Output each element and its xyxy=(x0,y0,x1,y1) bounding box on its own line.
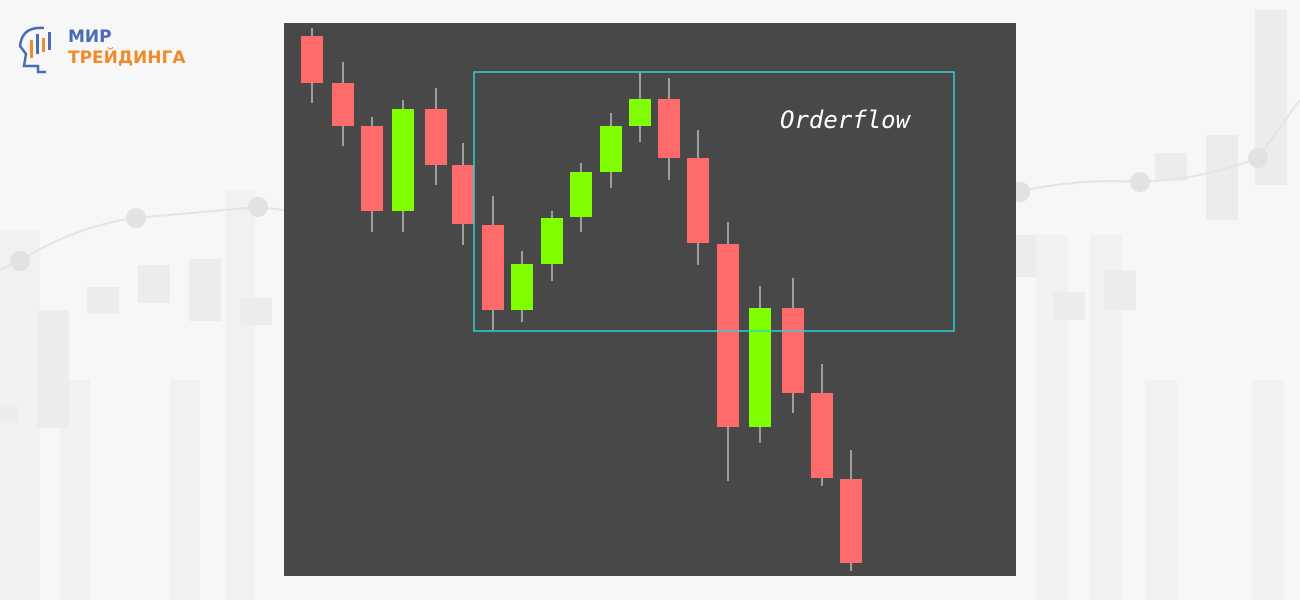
bg-column xyxy=(1145,380,1177,600)
bg-column xyxy=(225,190,255,600)
candle-body xyxy=(687,158,709,243)
candle-body xyxy=(570,172,592,217)
bg-dot xyxy=(1248,148,1268,168)
candle-body xyxy=(717,244,739,427)
candle-body xyxy=(425,109,447,165)
bg-column xyxy=(1252,380,1284,600)
candle-body xyxy=(452,165,474,224)
bg-dot xyxy=(248,197,268,217)
candle-body xyxy=(301,36,323,83)
bg-column xyxy=(170,380,200,600)
bg-dot xyxy=(126,208,146,228)
candle-body xyxy=(332,83,354,126)
logo-icon-bar xyxy=(48,32,51,50)
candles xyxy=(301,28,862,571)
logo-icon-bar xyxy=(36,34,39,54)
bg-candle xyxy=(87,287,119,314)
candle-body xyxy=(840,479,862,563)
candle-body xyxy=(482,225,504,310)
logo-icon xyxy=(18,26,46,74)
candle-body xyxy=(811,393,833,478)
candle-body xyxy=(629,99,651,126)
logo-icon-bar xyxy=(30,40,33,58)
bg-candle xyxy=(1206,135,1238,220)
logo-line1: МИР xyxy=(68,27,112,47)
bg-dot xyxy=(10,251,30,271)
bg-candle xyxy=(0,405,18,421)
candle-body xyxy=(392,109,414,211)
logo: МИР ТРЕЙДИНГА xyxy=(18,26,186,74)
bg-column xyxy=(1036,235,1068,600)
bg-candle xyxy=(189,259,221,321)
candle-body xyxy=(600,126,622,172)
candle-body xyxy=(541,218,563,264)
bg-candle xyxy=(1104,270,1136,310)
annotation: Orderflow xyxy=(780,106,912,134)
bg-candle xyxy=(1155,153,1187,181)
logo-line2: ТРЕЙДИНГА xyxy=(68,46,186,68)
bg-candle xyxy=(1053,292,1085,320)
bg-candle xyxy=(1016,235,1036,277)
bg-dot xyxy=(1130,172,1150,192)
candle-body xyxy=(782,308,804,393)
bg-candle xyxy=(138,265,170,303)
candle-body xyxy=(361,126,383,211)
candle-body xyxy=(511,264,533,310)
logo-icon-bar xyxy=(42,38,45,52)
bg-candle xyxy=(240,298,272,325)
candle-body xyxy=(658,99,680,158)
bg-candle xyxy=(37,310,69,428)
orderflow-box xyxy=(473,71,955,332)
candle-body xyxy=(749,308,771,427)
